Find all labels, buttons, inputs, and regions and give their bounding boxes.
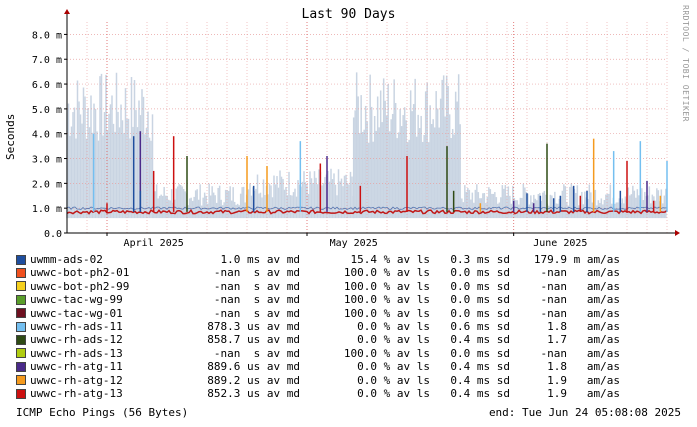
legend-sd: 0.0 ms sd	[450, 266, 510, 280]
y-tick-label: 3.0 m	[32, 155, 62, 166]
x-tick-label: June 2025	[533, 238, 587, 249]
legend-loss: 0.0 % av ls	[357, 386, 430, 400]
legend-row: uwwc-bot-ph2-01 -nan s av md 100.0 % av ls…	[16, 266, 620, 279]
legend-md: 1.9 am/as	[547, 386, 620, 400]
legend-sd: 0.4 ms sd	[450, 373, 510, 387]
legend-sd: 0.4 ms sd	[450, 360, 510, 374]
footer-end-time: end: Tue Jun 24 05:08:08 2025	[488, 406, 681, 419]
legend-row: uwwc-rh-ads-12 858.7 us av md 0.0 % av ls 0…	[16, 333, 620, 346]
legend-row: uwwc-tac-wg-99 -nan s av md 100.0 % av ls 0…	[16, 293, 620, 306]
legend-sd: 0.6 ms sd	[450, 319, 510, 333]
legend-row: uwwc-tac-wg-01 -nan s av md 100.0 % av ls 0…	[16, 307, 620, 320]
legend-md: 179.9 m am/as	[533, 253, 620, 266]
legend-row: uwwc-rh-atg-13 852.3 us av md 0.0 % av ls 0…	[16, 387, 620, 400]
legend-md: 1.8 am/as	[547, 360, 620, 374]
y-tick-label: 6.0 m	[32, 80, 62, 91]
legend-md: -nan am/as	[540, 279, 620, 293]
legend-row: uwwc-rh-ads-13 -nan s av md 100.0 % av ls 0…	[16, 347, 620, 360]
legend-name: uwwc-rh-ads-12	[30, 333, 123, 347]
legend-avg: 1.0 ms av md	[220, 253, 300, 266]
legend-row: uwwc-bot-ph2-99 -nan s av md 100.0 % av ls…	[16, 280, 620, 293]
legend-loss: 100.0 % av ls	[343, 293, 430, 307]
legend-swatch	[16, 335, 26, 346]
legend-loss: 100.0 % av ls	[343, 279, 430, 293]
legend-swatch	[16, 361, 26, 372]
chart-title: Last 90 Days	[301, 7, 396, 22]
y-axis-arrow	[64, 9, 70, 14]
legend-name: uwwc-rh-atg-12	[30, 373, 123, 387]
chart-plot: 0.0 1.0 m 2.0 m 3.0 m 4.0 m 5.0 m 6.0 m 7.0 m 8.…	[32, 9, 680, 249]
legend-avg: -nan s av md	[213, 293, 300, 307]
legend-row: uwwc-rh-atg-12 889.2 us av md 0.0 % av ls 0…	[16, 374, 620, 387]
series-uwmm-ads-02-line	[66, 206, 668, 210]
y-tick-label: 5.0 m	[32, 105, 62, 116]
legend-avg: 858.7 us av md	[207, 333, 300, 347]
y-tick-label: 2.0 m	[32, 179, 62, 190]
y-tick-label: 0.0	[44, 229, 62, 240]
legend-sd: 0.4 ms sd	[450, 333, 510, 347]
legend-swatch	[16, 254, 26, 265]
legend-swatch	[16, 375, 26, 386]
legend-row: uwwc-rh-ads-11 878.3 us av md 0.0 % av ls 0…	[16, 320, 620, 333]
series-median-line	[66, 208, 668, 215]
legend-sd: 0.4 ms sd	[450, 386, 510, 400]
y-tick-label: 7.0 m	[32, 55, 62, 66]
legend-row: uwmm-ads-02 1.0 ms av md 15.4 % av ls 0.3 m…	[16, 253, 620, 266]
legend-sd: 0.0 ms sd	[450, 279, 510, 293]
legend-avg: -nan s av md	[213, 279, 300, 293]
legend: uwmm-ads-02 1.0 ms av md 15.4 % av ls 0.3 m…	[16, 253, 620, 400]
legend-swatch	[16, 308, 26, 319]
legend-avg: -nan s av md	[213, 266, 300, 280]
legend-sd: 0.0 ms sd	[450, 293, 510, 307]
legend-loss: 100.0 % av ls	[343, 266, 430, 280]
legend-swatch	[16, 294, 26, 305]
x-tick-label: May 2025	[330, 238, 378, 249]
legend-name: uwwc-rh-atg-11	[30, 360, 123, 374]
x-tick-label: April 2025	[124, 238, 184, 249]
y-tick-label: 1.0 m	[32, 204, 62, 215]
legend-swatch	[16, 281, 26, 292]
legend-loss: 0.0 % av ls	[357, 319, 430, 333]
legend-avg: 889.6 us av md	[207, 360, 300, 374]
legend-name: uwwc-tac-wg-01	[30, 306, 123, 320]
legend-swatch	[16, 348, 26, 359]
legend-md: 1.9 am/as	[547, 373, 620, 387]
legend-swatch	[16, 268, 26, 279]
legend-loss: 15.4 % av ls	[350, 253, 430, 266]
legend-md: 1.7 am/as	[547, 333, 620, 347]
legend-row: uwwc-rh-atg-11 889.6 us av md 0.0 % av ls 0…	[16, 360, 620, 373]
legend-sd: 0.0 ms sd	[450, 306, 510, 320]
legend-loss: 0.0 % av ls	[357, 373, 430, 387]
x-axis-arrow	[675, 230, 680, 236]
legend-avg: -nan s av md	[213, 346, 300, 360]
legend-md: -nan am/as	[540, 293, 620, 307]
legend-name: uwwc-tac-wg-99	[30, 293, 123, 307]
legend-avg: 889.2 us av md	[207, 373, 300, 387]
legend-loss: 100.0 % av ls	[343, 306, 430, 320]
legend-name: uwwc-rh-atg-13	[30, 386, 123, 400]
legend-name: uwwc-bot-ph2-99	[30, 279, 130, 293]
y-tick-label: 8.0 m	[32, 30, 62, 41]
legend-sd: 0.3 ms sd	[450, 253, 510, 266]
legend-avg: 852.3 us av md	[207, 386, 300, 400]
legend-loss: 100.0 % av ls	[343, 346, 430, 360]
legend-swatch	[16, 321, 26, 332]
legend-name: uwwc-rh-ads-11	[30, 319, 123, 333]
legend-swatch	[16, 388, 26, 399]
footer-probe-description: ICMP Echo Pings (56 Bytes)	[16, 406, 189, 419]
legend-md: -nan am/as	[540, 306, 620, 320]
y-tick-label: 4.0 m	[32, 130, 62, 141]
legend-name: uwwc-bot-ph2-01	[30, 266, 130, 280]
legend-loss: 0.0 % av ls	[357, 360, 430, 374]
legend-loss: 0.0 % av ls	[357, 333, 430, 347]
legend-sd: 0.0 ms sd	[450, 346, 510, 360]
legend-name: uwmm-ads-02	[30, 253, 103, 266]
legend-md: -nan am/as	[540, 266, 620, 280]
legend-md: -nan am/as	[540, 346, 620, 360]
rrdtool-watermark: RRDTOOL / TOBI OETIKER	[681, 5, 690, 122]
legend-avg: -nan s av md	[213, 306, 300, 320]
legend-avg: 878.3 us av md	[207, 319, 300, 333]
legend-name: uwwc-rh-ads-13	[30, 346, 123, 360]
legend-md: 1.8 am/as	[547, 319, 620, 333]
